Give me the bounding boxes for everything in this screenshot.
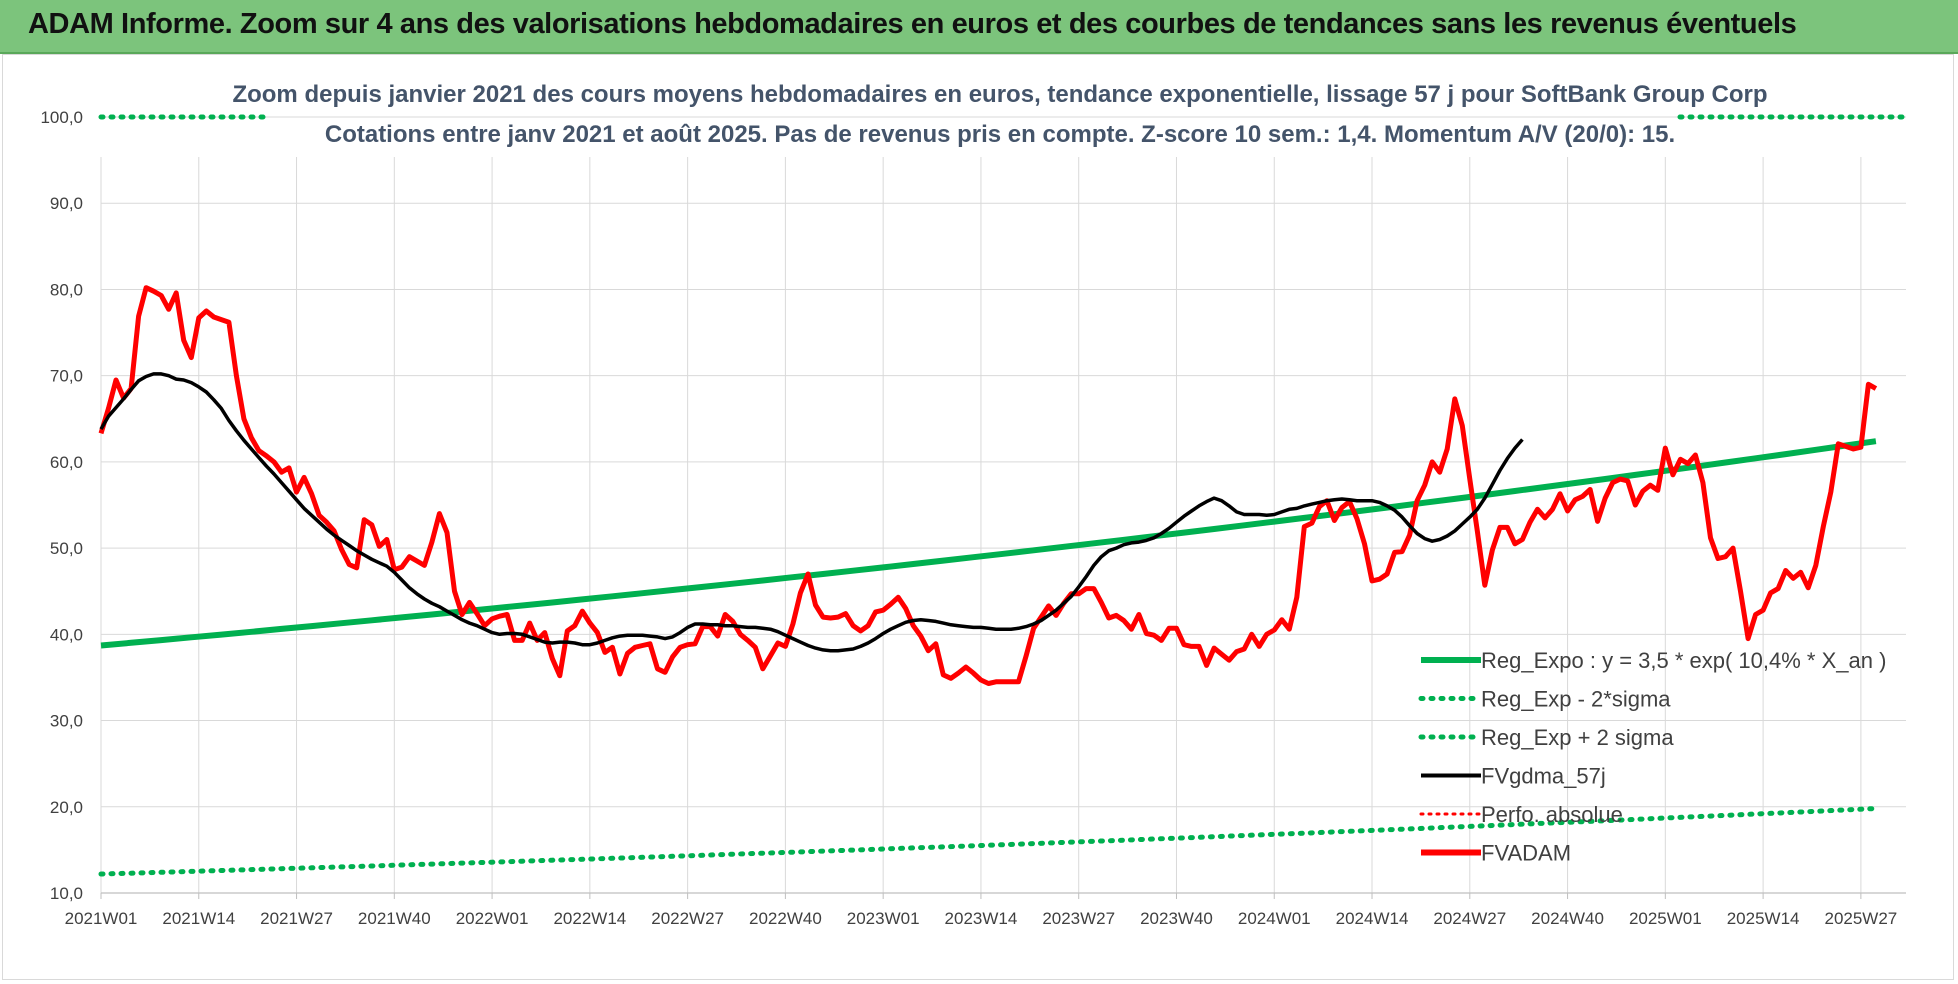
series-fvgdma-57j — [99, 372, 1524, 653]
chart-title-line2: Cotations entre janv 2021 et août 2025. … — [325, 121, 1675, 148]
legend-reg-exp-minus-label: Reg_Exp - 2*sigma — [1481, 687, 1671, 712]
x-tick-label: 2022W01 — [456, 909, 529, 928]
legend-fvgdma-label: FVgdma_57j — [1481, 764, 1606, 789]
x-tick-label: 2024W01 — [1238, 909, 1311, 928]
legend: Reg_Expo : y = 3,5 * exp( 10,4% * X_an )… — [1418, 648, 1886, 866]
x-tick-label: 2021W01 — [65, 909, 138, 928]
x-tick-label: 2021W14 — [162, 909, 235, 928]
y-tick-label: 70,0 — [50, 367, 83, 386]
x-tick-label: 2022W27 — [651, 909, 724, 928]
report-header: ADAM Informe. Zoom sur 4 ans des valoris… — [0, 0, 1958, 54]
series-reg-exp-minus-2sigma — [98, 806, 1879, 877]
x-tick-label: 2021W27 — [260, 909, 333, 928]
x-tick-label: 2024W27 — [1433, 909, 1506, 928]
y-tick-label: 10,0 — [50, 884, 83, 903]
x-tick-label: 2022W14 — [553, 909, 626, 928]
report-title: ADAM Informe. Zoom sur 4 ans des valoris… — [28, 8, 1797, 40]
x-tick-label: 2025W27 — [1824, 909, 1897, 928]
y-tick-label: 40,0 — [50, 625, 83, 644]
series-layer — [98, 114, 1909, 877]
y-tick-label: 20,0 — [50, 798, 83, 817]
y-tick-label: 80,0 — [50, 280, 83, 299]
x-tick-label: 2023W40 — [1140, 909, 1213, 928]
x-tick-label: 2024W40 — [1531, 909, 1604, 928]
series-fvadam — [98, 285, 1878, 686]
chart-frame — [2, 54, 1954, 980]
x-tick-label: 2021W40 — [358, 909, 431, 928]
axes: 10,0 20,0 30,0 40,0 50,0 60,0 70,0 80,0 90,0 100,… — [40, 108, 1906, 928]
x-tick-label: 2025W01 — [1629, 909, 1702, 928]
x-tick-label: 2025W14 — [1727, 909, 1800, 928]
x-tick-label: 2023W01 — [847, 909, 920, 928]
y-tick-label: 30,0 — [50, 712, 83, 731]
y-tick-label: 90,0 — [50, 194, 83, 213]
grid — [100, 116, 1906, 894]
legend-reg-exp-plus-label: Reg_Exp + 2 sigma — [1481, 725, 1674, 750]
x-tick-label: 2022W40 — [749, 909, 822, 928]
series-reg-expo — [100, 438, 1877, 649]
chart-title-line1: Zoom depuis janvier 2021 des cours moyen… — [232, 81, 1767, 108]
x-tick-label: 2023W27 — [1042, 909, 1115, 928]
x-tick-label: 2023W14 — [945, 909, 1018, 928]
y-tick-label: 60,0 — [50, 453, 83, 472]
x-tick-label: 2024W14 — [1336, 909, 1409, 928]
legend-fvadam-label: FVADAM — [1481, 841, 1571, 866]
y-tick-label: 50,0 — [50, 539, 83, 558]
legend-perfo-absolue-label: Perfo. absolue — [1481, 802, 1623, 827]
y-tick-label: 100,0 — [40, 108, 83, 127]
legend-reg-expo-label: Reg_Expo : y = 3,5 * exp( 10,4% * X_an ) — [1481, 648, 1886, 673]
